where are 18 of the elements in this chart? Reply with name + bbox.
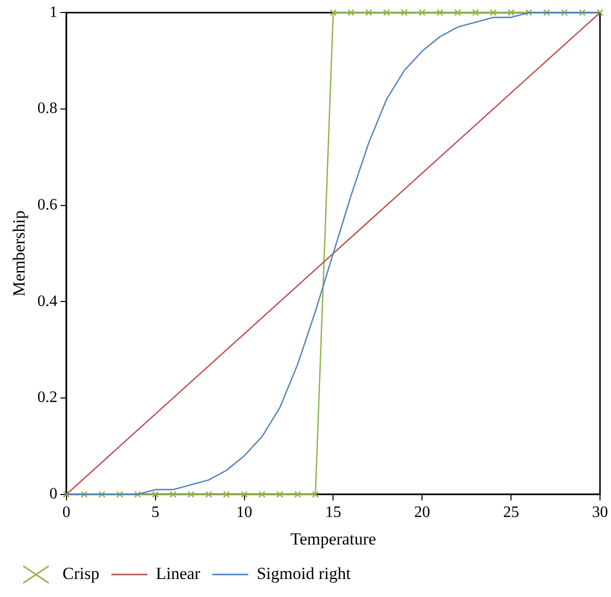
y-tick-label: 0 <box>49 486 58 503</box>
x-tick-label: 0 <box>62 504 70 522</box>
y-tick-label: 0.2 <box>37 389 58 406</box>
x-tick-label: 25 <box>503 504 520 522</box>
legend-label: Linear <box>156 564 201 583</box>
x-tick-label: 20 <box>414 504 430 522</box>
y-tick-label: 0.6 <box>37 196 58 214</box>
legend-label: Crisp <box>62 564 100 583</box>
x-tick-label: 5 <box>151 504 160 522</box>
y-tick-label: 0.8 <box>37 100 58 118</box>
legend-label: Sigmoid right <box>256 564 351 583</box>
x-tick-label: 30 <box>592 504 608 522</box>
x-tick-label: 10 <box>236 504 252 522</box>
x-tick-label: 15 <box>325 504 342 522</box>
y-tick-label: 1 <box>49 4 58 21</box>
x-axis-title: Temperature <box>290 529 376 548</box>
y-tick-label: 0.4 <box>37 292 58 310</box>
y-axis-title: Membership <box>10 210 29 296</box>
